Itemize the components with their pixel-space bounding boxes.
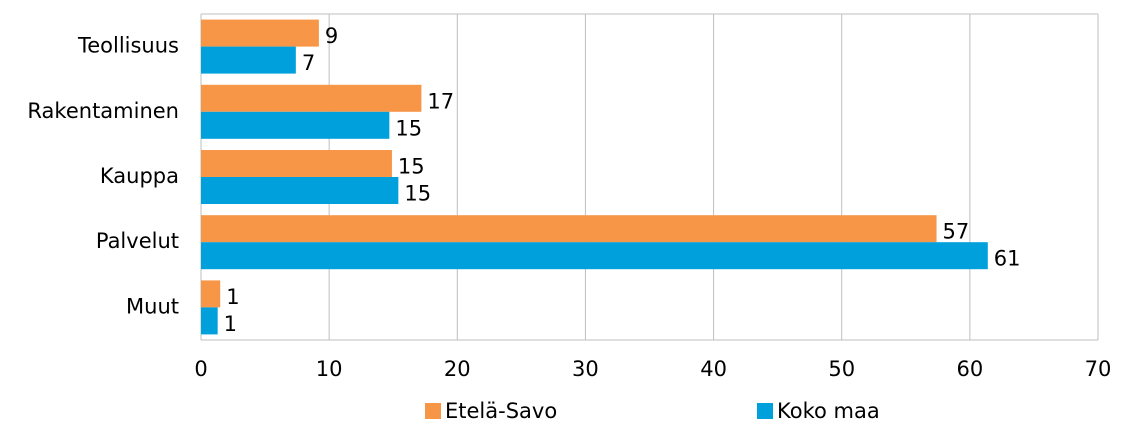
x-tick-label: 70: [1085, 357, 1112, 381]
legend-label: Koko maa: [777, 399, 880, 423]
bar: [201, 242, 988, 270]
legend-swatch: [425, 403, 441, 419]
x-tick-label: 40: [700, 357, 727, 381]
x-tick-label: 0: [194, 357, 207, 381]
bar: [201, 19, 319, 47]
bar: [201, 111, 390, 139]
bar: [201, 46, 296, 74]
bar: [201, 84, 422, 112]
value-label: 1: [224, 312, 237, 336]
y-tick-label: Rakentaminen: [27, 99, 179, 123]
y-tick-label: Palvelut: [96, 229, 179, 253]
value-label: 1: [226, 285, 239, 309]
value-label: 9: [325, 24, 338, 48]
bar: [201, 307, 218, 335]
value-label: 17: [427, 89, 454, 113]
legend-swatch: [757, 403, 773, 419]
value-label: 15: [404, 182, 431, 206]
bar: [201, 177, 399, 204]
bar: [201, 215, 937, 243]
value-label: 7: [302, 51, 315, 75]
y-tick-label: Muut: [126, 294, 179, 318]
value-label: 15: [398, 155, 425, 179]
value-label: 57: [943, 220, 970, 244]
y-tick-label: Teollisuus: [77, 34, 179, 58]
y-tick-label: Kauppa: [100, 164, 179, 188]
x-tick-label: 10: [316, 357, 343, 381]
x-tick-label: 20: [444, 357, 471, 381]
bar: [201, 150, 392, 177]
x-tick-label: 50: [828, 357, 855, 381]
value-label: 15: [395, 116, 422, 140]
bar: [201, 280, 221, 308]
x-tick-label: 30: [572, 357, 599, 381]
x-tick-label: 60: [956, 357, 983, 381]
legend-label: Etelä-Savo: [445, 399, 557, 423]
value-label: 61: [994, 247, 1021, 271]
